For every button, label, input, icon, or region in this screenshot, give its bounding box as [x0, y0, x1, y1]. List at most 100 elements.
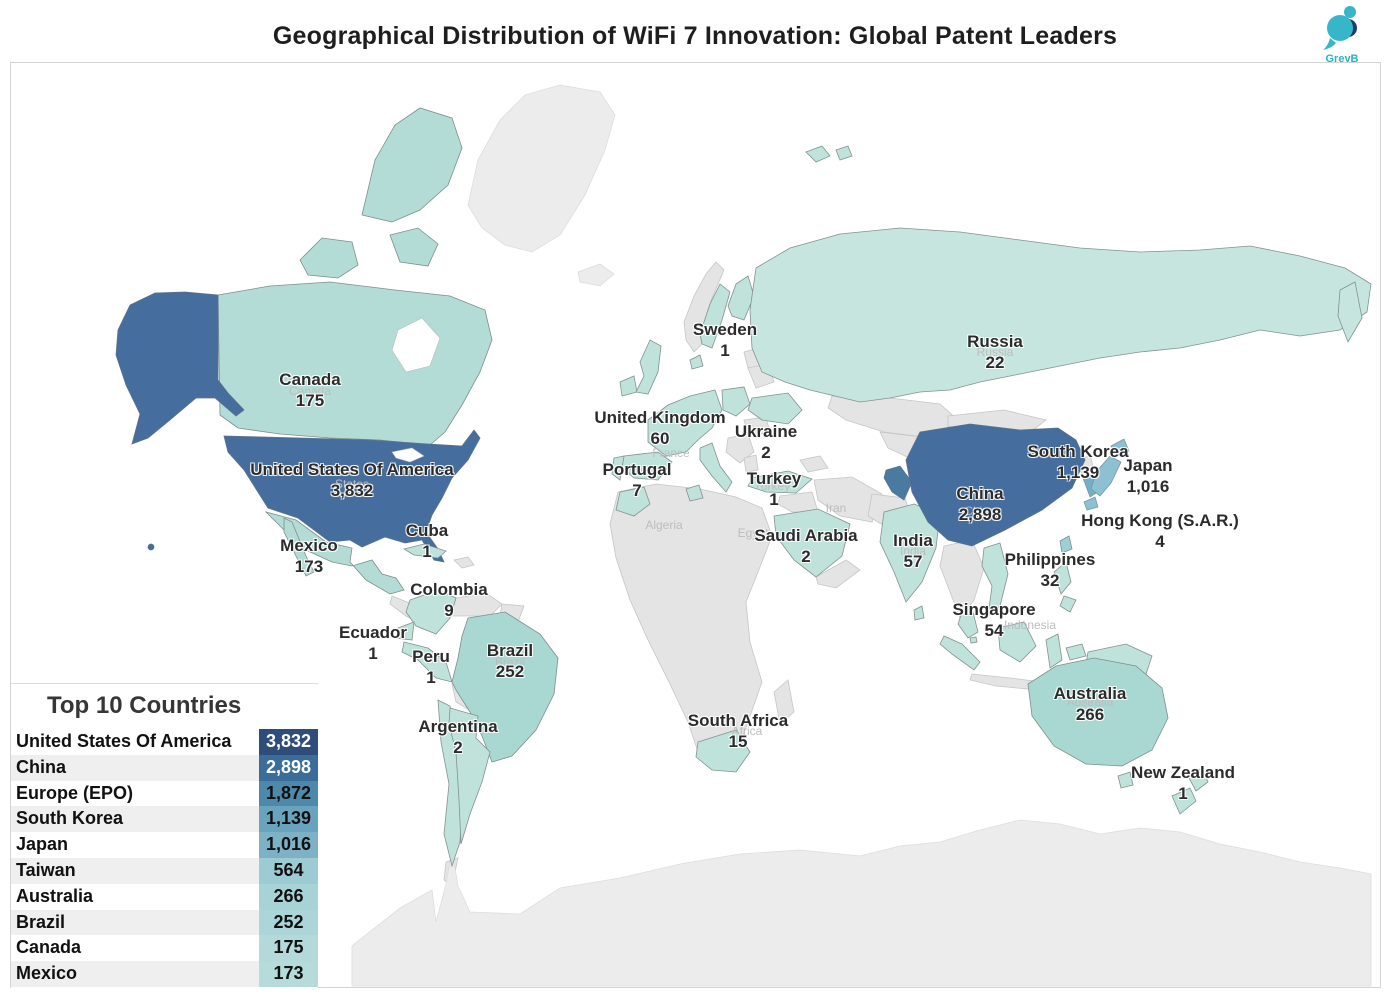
row-country: Mexico [11, 961, 259, 987]
table-row[interactable]: Europe (EPO) 1,872 [11, 780, 318, 807]
country-sulawesi[interactable] [1045, 633, 1063, 669]
top10-panel: Top 10 Countries United States Of Americ… [11, 683, 318, 988]
row-value: 2,898 [259, 754, 318, 781]
country-saudi-arabia[interactable] [773, 508, 851, 578]
region-yemen-oman [815, 559, 861, 589]
table-row[interactable]: Mexico 173 [11, 961, 318, 987]
country-svalbard-1[interactable] [805, 145, 831, 163]
country-russia-kamchatka[interactable] [1337, 281, 1363, 343]
row-country: China [11, 754, 259, 781]
region-venezuela [449, 592, 503, 617]
logo-teal-head [1344, 6, 1356, 18]
row-value: 252 [259, 909, 318, 936]
country-argentina[interactable] [448, 707, 491, 845]
row-country: Japan [16, 834, 69, 855]
country-colombia[interactable] [405, 589, 457, 635]
country-denmark[interactable] [689, 354, 704, 370]
country-poland[interactable] [721, 386, 751, 417]
country-canada-island-3[interactable] [389, 227, 439, 267]
country-svalbard-2[interactable] [835, 145, 853, 161]
country-canada[interactable] [217, 281, 493, 446]
table-row[interactable]: China 2,898 [11, 754, 318, 781]
row-value: 266 [259, 883, 318, 910]
country-vietnam[interactable] [981, 542, 1009, 617]
row-country: Europe (EPO) [16, 782, 134, 803]
row-value: 3,832 [259, 729, 318, 755]
table-row[interactable]: Australia 266 [11, 883, 318, 910]
country-italy[interactable] [699, 442, 733, 493]
country-sweden[interactable] [699, 283, 731, 349]
row-country: South Korea [11, 806, 259, 833]
country-philippines-1[interactable] [1053, 561, 1072, 595]
country-indonesia-east[interactable] [1065, 643, 1087, 661]
table-row[interactable]: Japan 1,016 [11, 832, 318, 858]
layer-nodata [351, 84, 1372, 987]
country-usa-alaska[interactable] [115, 291, 245, 445]
country-japan-kyushu[interactable] [1083, 496, 1099, 511]
region-madagascar [773, 679, 795, 725]
row-country: Brazil [11, 909, 259, 936]
row-value: 564 [259, 857, 318, 884]
water-caspian-sea [883, 465, 913, 501]
region-iceland [577, 263, 615, 287]
table-row[interactable]: Taiwan 564 [11, 857, 318, 884]
table-row[interactable]: South Korea 1,139 [11, 806, 318, 833]
country-usa-hawaii[interactable] [147, 543, 155, 551]
country-mexico[interactable] [264, 511, 405, 595]
country-united-kingdom[interactable] [635, 339, 662, 395]
top10-table: United States Of America 3,832 China 2,898… [11, 729, 318, 987]
country-cuba[interactable] [402, 543, 447, 559]
country-morocco[interactable] [615, 486, 651, 517]
country-tunisia[interactable] [685, 484, 704, 502]
row-value: 1,872 [259, 780, 318, 807]
country-russia[interactable] [749, 227, 1372, 403]
region-antarctica [351, 819, 1372, 987]
row-country: Australia [16, 885, 94, 906]
greyb-logo-icon [1323, 6, 1357, 50]
table-row[interactable]: Canada 175 [11, 935, 318, 962]
logo-teal-body [1327, 15, 1353, 41]
country-portugal[interactable] [611, 455, 625, 481]
country-taiwan[interactable] [1059, 535, 1073, 554]
country-philippines-2[interactable] [1059, 595, 1077, 613]
row-country: United States Of America [16, 731, 232, 751]
country-ireland[interactable] [619, 375, 638, 397]
country-ecuador[interactable] [395, 621, 415, 641]
country-mexico-baja[interactable] [283, 517, 315, 577]
country-japan-hokkaido[interactable] [1110, 438, 1130, 458]
country-ukraine[interactable] [747, 392, 803, 425]
page-title: Geographical Distribution of WiFi 7 Inno… [272, 22, 1118, 50]
country-borneo[interactable] [997, 621, 1037, 663]
country-singapore[interactable] [969, 636, 978, 644]
table-row[interactable]: Brazil 252 [11, 909, 318, 936]
country-australia[interactable] [1027, 657, 1169, 767]
row-country: Taiwan [11, 857, 259, 884]
country-new-zealand-north[interactable] [1187, 767, 1209, 792]
country-malaysia[interactable] [957, 607, 979, 639]
country-tasmania[interactable] [1117, 771, 1134, 789]
row-value: 1,139 [259, 806, 318, 833]
country-peru[interactable] [401, 641, 453, 683]
top10-title: Top 10 Countries [47, 692, 242, 719]
country-sri-lanka[interactable] [913, 605, 925, 621]
country-turkey[interactable] [747, 470, 813, 494]
country-france-germany[interactable] [647, 389, 723, 457]
country-sumatra[interactable] [939, 635, 981, 671]
country-spain[interactable] [619, 451, 673, 481]
country-canada-island-1[interactable] [361, 107, 463, 223]
country-usa[interactable] [223, 429, 481, 563]
region-hispaniola [453, 556, 475, 569]
country-south-africa[interactable] [695, 729, 751, 773]
country-new-zealand-south[interactable] [1171, 787, 1197, 815]
row-country: Canada [16, 937, 82, 958]
row-value: 1,016 [259, 832, 318, 858]
country-japan-honshu[interactable] [1090, 455, 1122, 497]
country-china[interactable] [905, 423, 1086, 547]
country-brazil[interactable] [451, 611, 559, 763]
region-greece [743, 454, 759, 473]
region-syria-iraq [777, 491, 819, 513]
table-row[interactable]: United States Of America 3,832 [11, 729, 318, 755]
country-canada-island-2[interactable] [299, 237, 359, 279]
region-mainland-se-asia [939, 539, 985, 619]
